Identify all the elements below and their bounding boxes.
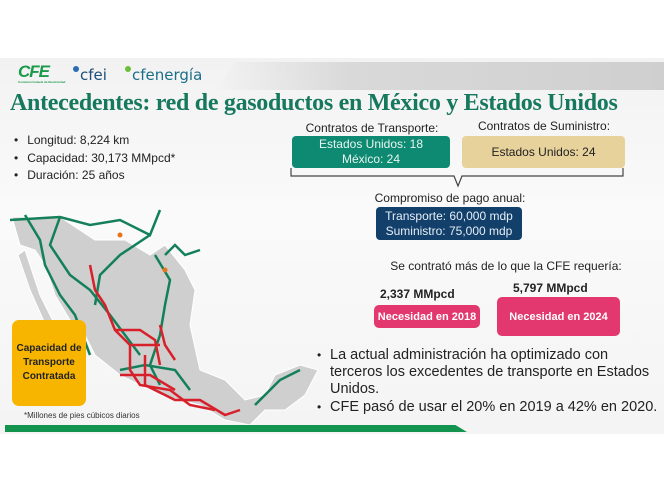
transporte-us: Estados Unidos: 18 [318,137,424,151]
need-2024-value: 5,797 MMpcd [513,281,588,295]
page-title: Antecedentes: red de gasoductos en Méxic… [10,90,618,116]
transporte-mx: México: 24 [341,152,401,166]
need-2018-value: 2,337 MMpcd [380,287,455,301]
need-2018-badge: Necesidad en 2018 [374,305,480,328]
bullet-capacidad: Capacidad: 30,173 MMpcd* [14,151,175,165]
cfe-logo-subtext: Comisión Federal de Electricidad [18,80,66,84]
footer-bar [5,425,467,432]
brace [290,168,624,188]
suministro-box: Estados Unidos: 24 [462,136,625,168]
bullet-longitud: Longitud: 8,224 km [14,133,129,147]
cfenergia-logo: cfenergía [125,66,202,84]
compromiso-box: Transporte: 60,000 mdp Suministro: 75,00… [376,207,522,240]
transporte-box: Estados Unidos: 18 México: 24 [292,136,450,168]
contrato-note: Se contrató más de lo que la CFE requerí… [390,259,622,273]
cfei-logo-text: cfei [80,66,107,84]
transporte-label: Contratos de Transporte: [305,121,439,135]
green-pipelines [9,209,301,406]
compromiso-label: Compromiso de pago anual: [374,191,526,205]
compromiso-transporte: Transporte: 60,000 mdp [385,208,513,223]
capacity-box: Capacidad de Transporte Contratada [12,320,86,406]
red-pipelines [88,264,241,417]
suministro-label: Contratos de Suministro: [477,119,611,133]
bullet-duracion: Duración: 25 años [14,168,124,182]
cfenergia-logo-icon [125,66,131,72]
right-bullet-optimizado: La actual administración ha optimizado c… [317,347,658,398]
cfe-logo: CFE Comisión Federal de Electricidad [18,62,65,84]
cfe-logo-text: CFE [18,62,50,81]
suministro-us: Estados Unidos: 24 [491,144,596,159]
interconnection-points [117,232,168,273]
right-bullet-uso: CFE pasó de usar el 20% en 2019 a 42% en… [317,399,658,416]
compromiso-suministro: Suministro: 75,000 mdp [385,223,513,238]
header-banner [215,62,664,90]
cfei-logo-icon [73,66,79,72]
cfenergia-logo-text: cfenergía [132,66,203,84]
need-2024-badge: Necesidad en 2024 [497,297,620,336]
cfei-logo: cfei [73,66,107,84]
footnote: *Millones de pies cúbicos diarios [24,411,140,420]
